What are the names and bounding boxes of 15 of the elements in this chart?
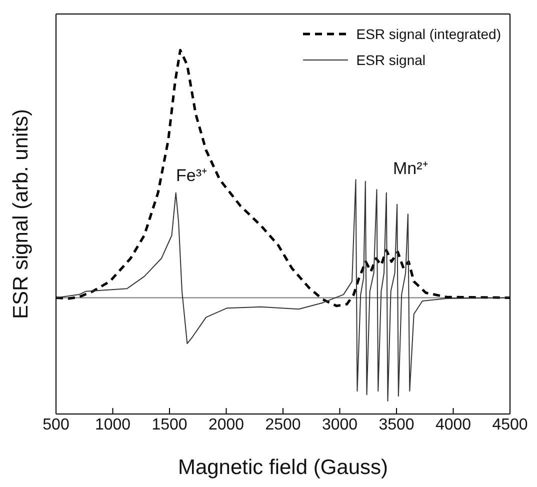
legend-label: ESR signal (integrated) — [356, 26, 501, 42]
x-tick-label: 3500 — [378, 416, 414, 434]
x-tick-label: 3000 — [322, 416, 358, 434]
x-tick-label: 2000 — [208, 416, 244, 434]
annotation: Fe³⁺ — [176, 165, 208, 186]
x-tick-label: 4500 — [492, 416, 528, 434]
annotation: Mn²⁺ — [393, 158, 428, 179]
legend-label: ESR signal — [356, 52, 426, 68]
x-axis-title: Magnetic field (Gauss) — [178, 456, 388, 479]
x-tick-label: 1500 — [152, 416, 188, 434]
x-tick-label: 500 — [42, 416, 70, 434]
x-tick-label: 2500 — [265, 416, 301, 434]
y-axis-title: ESR signal (arb. units) — [9, 108, 32, 320]
x-tick-label: 4000 — [435, 416, 472, 434]
x-tick-label: 1000 — [94, 416, 131, 434]
